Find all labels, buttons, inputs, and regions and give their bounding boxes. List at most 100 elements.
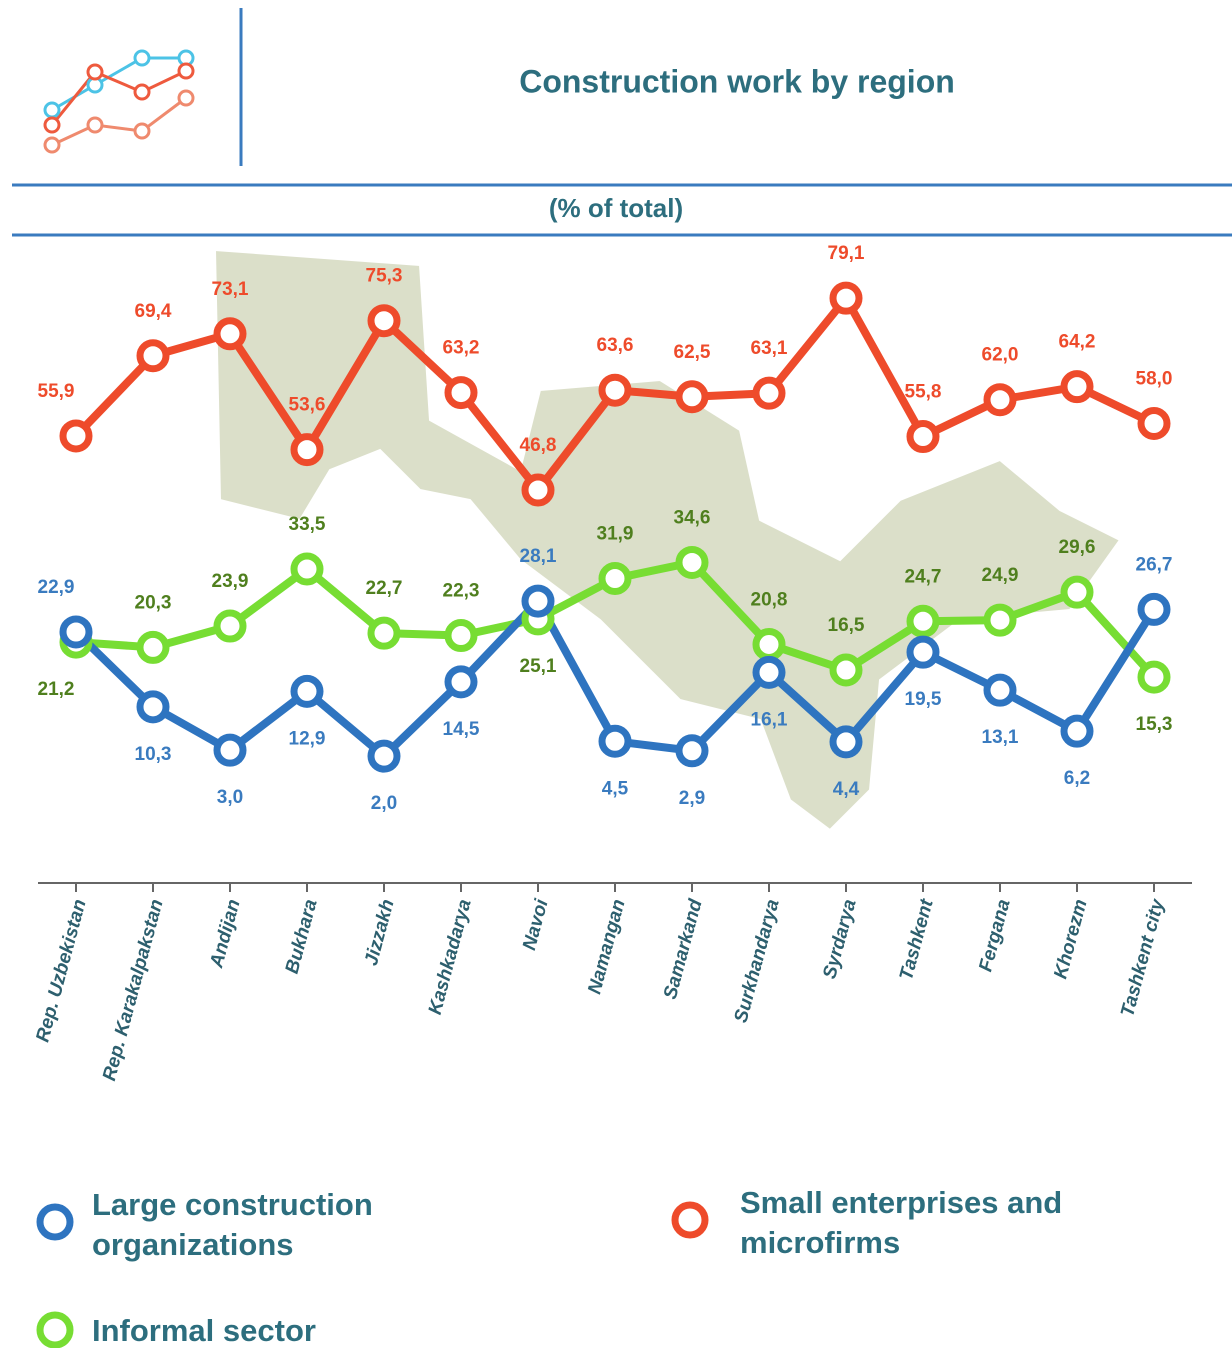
data-point <box>136 339 170 373</box>
data-label: 24,7 <box>905 566 942 587</box>
x-tick-label: Khorezm <box>1050 897 1091 981</box>
legend-marker <box>36 1203 74 1241</box>
x-tick-label: Jizzakh <box>361 897 399 968</box>
data-point <box>675 380 709 414</box>
data-point <box>213 609 247 643</box>
data-point <box>752 655 786 689</box>
data-point <box>213 317 247 351</box>
data-label: 13,1 <box>982 727 1019 748</box>
data-point <box>367 304 401 338</box>
logo-icon <box>43 49 195 154</box>
data-point <box>983 383 1017 417</box>
data-point <box>1060 370 1094 404</box>
data-label: 2,0 <box>371 793 397 814</box>
data-label: 58,0 <box>1136 368 1173 389</box>
data-label: 22,3 <box>443 581 480 602</box>
data-label: 4,4 <box>833 779 860 800</box>
legend-label: Informal sector <box>92 1313 316 1348</box>
data-point <box>367 616 401 650</box>
data-point <box>906 420 940 454</box>
data-point <box>59 615 93 649</box>
data-point <box>829 281 863 315</box>
x-tick-label: Bukhara <box>282 897 322 976</box>
data-label: 2,9 <box>679 788 705 809</box>
data-label: 29,6 <box>1059 537 1096 558</box>
data-label: 46,8 <box>520 435 557 456</box>
data-label: 21,2 <box>38 679 75 700</box>
data-label: 26,7 <box>1136 554 1173 575</box>
x-tick-label: Namangan <box>584 897 629 996</box>
x-tick-label: Andijan <box>206 897 245 971</box>
data-label: 14,5 <box>443 719 480 740</box>
data-point <box>829 653 863 687</box>
data-point <box>1060 575 1094 609</box>
data-point <box>367 739 401 773</box>
legend-label: Small enterprises and microfirms <box>740 1185 1063 1260</box>
data-point <box>136 690 170 724</box>
data-label: 28,1 <box>520 546 557 567</box>
data-label: 63,2 <box>443 338 480 359</box>
data-label: 73,1 <box>212 279 249 300</box>
data-point <box>906 604 940 638</box>
data-point <box>598 724 632 758</box>
data-point <box>290 552 324 586</box>
data-label: 53,6 <box>289 395 326 416</box>
data-label: 22,7 <box>366 578 403 599</box>
data-label: 12,9 <box>289 728 326 749</box>
data-label: 33,5 <box>289 514 326 535</box>
data-point <box>444 619 478 653</box>
data-point <box>521 584 555 618</box>
data-label: 20,3 <box>135 592 172 613</box>
data-label: 25,1 <box>520 656 557 677</box>
data-label: 16,5 <box>828 615 865 636</box>
data-point <box>444 665 478 699</box>
data-label: 79,1 <box>828 243 865 264</box>
data-label: 24,9 <box>982 565 1019 586</box>
data-label: 55,9 <box>38 381 75 402</box>
data-label: 16,1 <box>751 709 788 730</box>
legend-marker <box>671 1201 709 1239</box>
data-point <box>1060 714 1094 748</box>
data-point <box>521 473 555 507</box>
data-label: 6,2 <box>1064 768 1090 789</box>
data-label: 3,0 <box>217 787 243 808</box>
data-point <box>598 562 632 596</box>
data-label: 64,2 <box>1059 332 1096 353</box>
data-label: 22,9 <box>38 577 75 598</box>
x-tick-label: Rep. Uzbekistan <box>32 897 90 1044</box>
data-label: 63,6 <box>597 335 634 356</box>
data-label: 55,8 <box>905 382 942 403</box>
data-label: 34,6 <box>674 507 711 528</box>
legend-label: Large construction organizations <box>92 1187 373 1262</box>
subtitle: (% of total) <box>549 193 683 223</box>
data-point <box>752 376 786 410</box>
x-tick-label: Tashkent <box>896 897 938 983</box>
data-label: 69,4 <box>135 301 172 322</box>
data-label: 62,0 <box>982 345 1019 366</box>
data-point <box>829 725 863 759</box>
x-tick-label: Navoi <box>519 896 553 952</box>
x-tick-label: Surkhandarya <box>731 897 784 1025</box>
x-tick-label: Syrdarya <box>819 897 860 981</box>
data-point <box>983 603 1017 637</box>
legend-marker <box>36 1311 74 1348</box>
data-point <box>213 733 247 767</box>
data-point <box>752 627 786 661</box>
data-point <box>290 433 324 467</box>
data-point <box>983 673 1017 707</box>
data-point <box>444 376 478 410</box>
x-tick-label: Kashkadarya <box>425 897 476 1017</box>
data-point <box>1137 592 1171 626</box>
data-label: 19,5 <box>905 689 942 710</box>
data-label: 31,9 <box>597 524 634 545</box>
x-tick-label: Rep. Karakalpakstan <box>99 897 168 1083</box>
data-point <box>1137 406 1171 440</box>
data-point <box>906 635 940 669</box>
data-label: 75,3 <box>366 266 403 287</box>
data-point <box>675 734 709 768</box>
data-point <box>59 419 93 453</box>
data-label: 63,1 <box>751 338 788 359</box>
data-label: 10,3 <box>135 744 172 765</box>
